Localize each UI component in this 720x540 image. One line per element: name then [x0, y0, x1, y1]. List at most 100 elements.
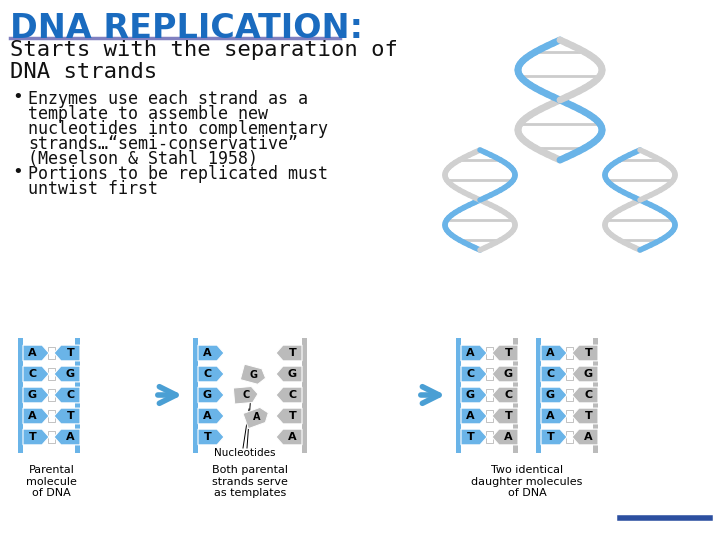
Text: DNA REPLICATION:: DNA REPLICATION:: [10, 12, 363, 45]
Text: T: T: [585, 411, 593, 421]
Text: strands…“semi-conservative”: strands…“semi-conservative”: [28, 135, 298, 153]
Text: G: G: [504, 369, 513, 379]
FancyBboxPatch shape: [593, 338, 598, 453]
FancyBboxPatch shape: [302, 338, 307, 453]
FancyBboxPatch shape: [566, 410, 573, 422]
Text: A: A: [584, 432, 593, 442]
Text: T: T: [585, 348, 593, 358]
FancyBboxPatch shape: [486, 368, 493, 380]
Text: G: G: [466, 390, 475, 400]
Text: C: C: [204, 369, 212, 379]
Text: G: G: [66, 369, 75, 379]
Polygon shape: [541, 366, 567, 382]
Polygon shape: [198, 345, 224, 361]
Text: C: C: [243, 390, 250, 400]
Polygon shape: [23, 366, 49, 382]
Text: Portions to be replicated must: Portions to be replicated must: [28, 165, 328, 183]
Text: nucleotides into complementary: nucleotides into complementary: [28, 120, 328, 138]
Polygon shape: [276, 366, 302, 382]
Polygon shape: [492, 408, 518, 424]
Text: Both parental
strands serve
as templates: Both parental strands serve as templates: [212, 465, 288, 498]
Text: T: T: [505, 348, 513, 358]
Text: template to assemble new: template to assemble new: [28, 105, 268, 123]
Polygon shape: [54, 429, 80, 445]
FancyBboxPatch shape: [18, 338, 23, 453]
Polygon shape: [276, 429, 302, 445]
Text: A: A: [203, 348, 212, 358]
Polygon shape: [54, 408, 80, 424]
Polygon shape: [572, 387, 598, 403]
Text: C: C: [546, 369, 554, 379]
Polygon shape: [572, 345, 598, 361]
Text: untwist first: untwist first: [28, 180, 158, 198]
Polygon shape: [23, 387, 49, 403]
Text: (Meselson & Stahl 1958): (Meselson & Stahl 1958): [28, 150, 258, 168]
Polygon shape: [492, 387, 518, 403]
Polygon shape: [240, 364, 266, 384]
FancyBboxPatch shape: [48, 431, 55, 443]
Polygon shape: [572, 366, 598, 382]
Text: G: G: [203, 390, 212, 400]
Polygon shape: [54, 387, 80, 403]
Text: C: C: [585, 390, 593, 400]
FancyBboxPatch shape: [48, 368, 55, 380]
Polygon shape: [23, 408, 49, 424]
Text: A: A: [546, 348, 555, 358]
Polygon shape: [233, 387, 258, 404]
Polygon shape: [198, 429, 224, 445]
FancyBboxPatch shape: [566, 389, 573, 401]
Polygon shape: [461, 366, 487, 382]
Polygon shape: [198, 366, 224, 382]
Polygon shape: [541, 345, 567, 361]
Text: G: G: [584, 369, 593, 379]
FancyBboxPatch shape: [48, 347, 55, 359]
Polygon shape: [572, 429, 598, 445]
Polygon shape: [276, 345, 302, 361]
Text: C: C: [467, 369, 474, 379]
Text: DNA strands: DNA strands: [10, 62, 157, 82]
Text: C: C: [66, 390, 75, 400]
Polygon shape: [492, 429, 518, 445]
FancyBboxPatch shape: [513, 338, 518, 453]
FancyBboxPatch shape: [486, 347, 493, 359]
Polygon shape: [23, 429, 49, 445]
Polygon shape: [198, 387, 224, 403]
Text: Nucleotides: Nucleotides: [215, 448, 276, 458]
Polygon shape: [492, 345, 518, 361]
Polygon shape: [54, 345, 80, 361]
Text: C: C: [505, 390, 513, 400]
Text: T: T: [204, 432, 212, 442]
Polygon shape: [572, 408, 598, 424]
FancyBboxPatch shape: [566, 347, 573, 359]
Text: T: T: [67, 348, 74, 358]
Text: C: C: [289, 390, 297, 400]
Text: Starts with the separation of: Starts with the separation of: [10, 40, 398, 60]
Text: T: T: [67, 411, 74, 421]
Polygon shape: [54, 366, 80, 382]
FancyBboxPatch shape: [566, 368, 573, 380]
Polygon shape: [243, 408, 269, 429]
Text: T: T: [467, 432, 474, 442]
Polygon shape: [276, 408, 302, 424]
Polygon shape: [541, 408, 567, 424]
FancyBboxPatch shape: [486, 410, 493, 422]
FancyBboxPatch shape: [48, 410, 55, 422]
Text: A: A: [288, 432, 297, 442]
Polygon shape: [23, 345, 49, 361]
FancyBboxPatch shape: [193, 338, 198, 453]
Text: •: •: [12, 88, 23, 106]
Text: A: A: [504, 432, 513, 442]
FancyBboxPatch shape: [486, 389, 493, 401]
FancyBboxPatch shape: [48, 389, 55, 401]
Text: C: C: [28, 369, 37, 379]
Text: •: •: [12, 163, 23, 181]
Text: T: T: [289, 348, 297, 358]
Polygon shape: [492, 366, 518, 382]
Text: G: G: [28, 390, 37, 400]
Polygon shape: [541, 429, 567, 445]
Text: A: A: [203, 411, 212, 421]
Polygon shape: [198, 408, 224, 424]
Polygon shape: [541, 387, 567, 403]
Text: A: A: [66, 432, 75, 442]
Polygon shape: [461, 345, 487, 361]
